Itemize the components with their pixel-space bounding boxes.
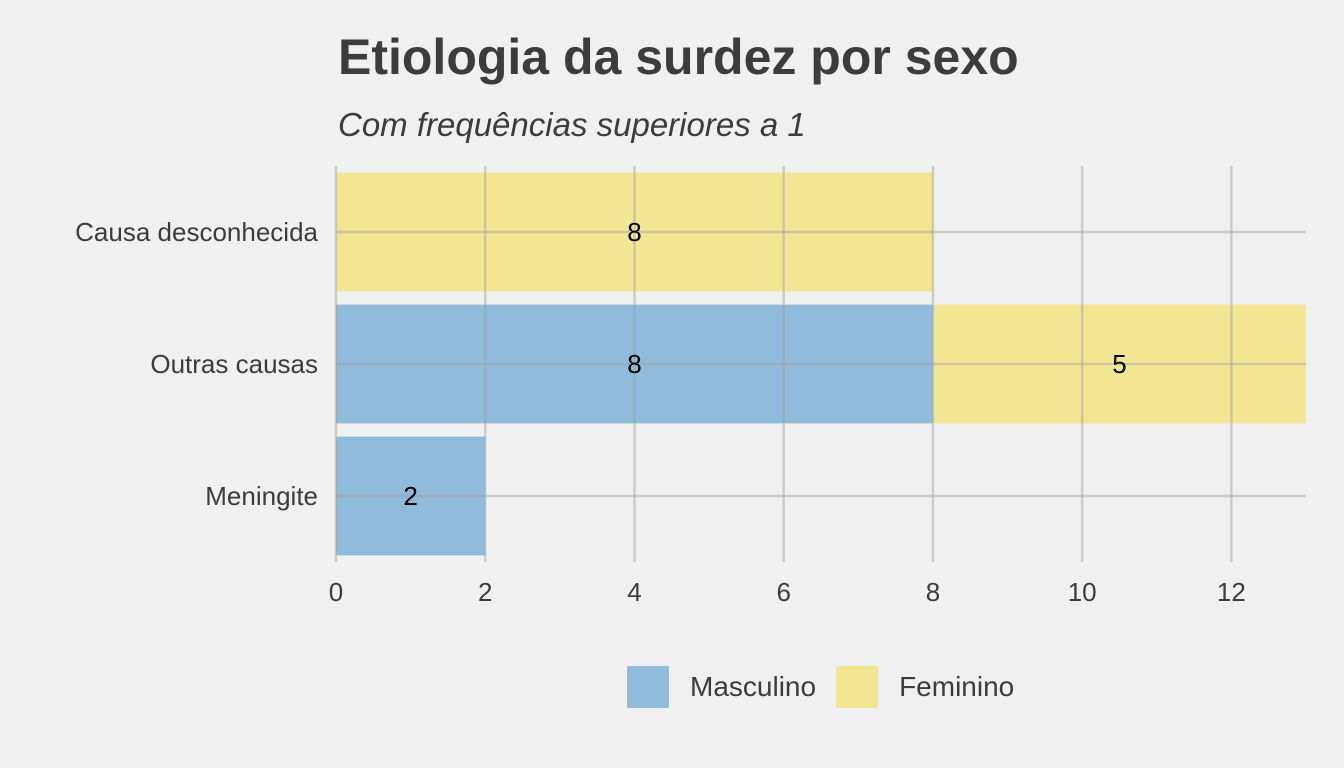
legend-swatch-feminino: [836, 666, 879, 708]
legend-item-feminino: Feminino: [836, 666, 1014, 708]
x-tick-label: 4: [627, 577, 641, 607]
y-tick-label: Meningite: [205, 481, 318, 511]
chart-title: Etiologia da surdez por sexo: [338, 29, 1019, 85]
x-tick-label: 12: [1217, 577, 1246, 607]
y-tick-label: Causa desconhecida: [75, 217, 318, 247]
data-label: 8: [627, 217, 641, 247]
x-tick-label: 6: [776, 577, 790, 607]
x-tick-label: 10: [1068, 577, 1097, 607]
chart-subtitle: Com frequências superiores a 1: [338, 106, 806, 143]
data-label: 2: [403, 481, 417, 511]
data-label: 8: [627, 349, 641, 379]
legend-label-masculino: Masculino: [690, 671, 817, 702]
bar-feminino-0: [336, 172, 933, 292]
x-tick-label: 8: [926, 577, 940, 607]
legend: Masculino Feminino: [627, 666, 1034, 708]
legend-item-masculino: Masculino: [627, 666, 816, 708]
x-tick-label: 0: [329, 577, 343, 607]
y-tick-label: Outras causas: [150, 349, 318, 379]
x-tick-label: 2: [478, 577, 492, 607]
legend-label-feminino: Feminino: [899, 671, 1015, 702]
bar-chart: 8 8 5 2 Causa desconhecida Outras causas Menin…: [75, 166, 1306, 607]
bar-masculino-2: [336, 436, 486, 556]
legend-swatch-masculino: [627, 666, 669, 708]
bar-masculino-1: [336, 304, 933, 424]
data-label: 5: [1112, 349, 1126, 379]
bar-feminino-1: [932, 304, 1306, 424]
